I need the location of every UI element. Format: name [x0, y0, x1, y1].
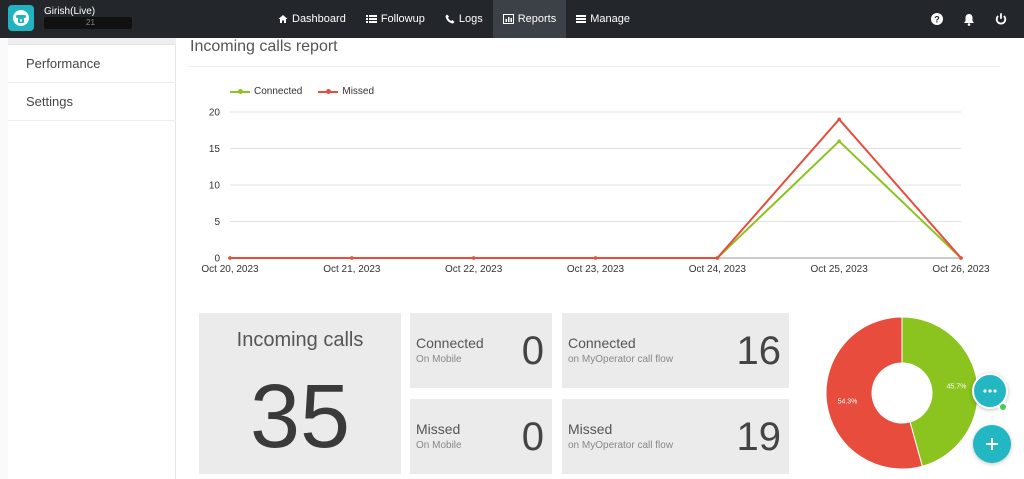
x-tick-label: Oct 23, 2023: [567, 264, 625, 275]
donut-slice-connected[interactable]: [901, 316, 979, 467]
connected-mobile-sub: On Mobile: [416, 354, 462, 365]
data-point-missed: [471, 256, 476, 260]
bell-icon[interactable]: [962, 12, 976, 26]
page-edge: [0, 38, 8, 479]
phone-icon: [445, 14, 455, 24]
nav-dashboard-label: Dashboard: [292, 13, 346, 25]
incoming-calls-card: Incoming calls 35: [199, 313, 401, 474]
account-status-badge: 21: [44, 17, 132, 29]
missed-flow-title: Missed: [568, 421, 613, 437]
main-nav: Dashboard Followup Logs Reports Manage: [268, 0, 640, 38]
y-tick-label: 10: [209, 181, 221, 192]
missed-flow-sub: on MyOperator call flow: [568, 440, 674, 451]
data-point-missed: [228, 256, 232, 260]
missed-mobile-card: Missed On Mobile 0: [410, 399, 552, 474]
incoming-calls-line-chart: 0 5 10 15 20 Oct 20, 2023 Oct 21, 2023 Oct 22, …: [201, 108, 990, 276]
page-title: Incoming calls report: [190, 38, 338, 55]
nav-followup[interactable]: Followup: [356, 0, 435, 38]
data-point-missed: [959, 256, 963, 260]
svg-text:?: ?: [934, 15, 940, 25]
sidebar-item-label: Performance: [26, 56, 101, 71]
sidebar-item-performance[interactable]: Performance: [8, 45, 176, 83]
series-line-connected: [230, 139, 962, 259]
y-tick-label: 0: [214, 254, 220, 265]
connected-flow-card: Connected on MyOperator call flow 16: [562, 313, 789, 388]
legend-item-connected[interactable]: Connected: [230, 86, 302, 97]
missed-flow-card: Missed on MyOperator call flow 19: [562, 399, 789, 474]
sidebar-item-settings[interactable]: Settings: [8, 83, 176, 121]
x-tick-label: Oct 26, 2023: [932, 264, 990, 275]
incoming-calls-value: 35: [249, 367, 351, 467]
more-dots-icon: [983, 389, 997, 393]
missed-mobile-sub: On Mobile: [416, 440, 462, 451]
x-tick-label: Oct 24, 2023: [689, 264, 747, 275]
connected-mobile-title: Connected: [416, 335, 484, 351]
incoming-calls-label: Incoming calls: [236, 329, 364, 351]
donut-slice-label: 45.7%: [947, 384, 967, 391]
nav-dashboard[interactable]: Dashboard: [268, 0, 356, 38]
missed-mobile-value: 0: [521, 415, 544, 459]
power-icon[interactable]: [994, 12, 1008, 26]
help-icon[interactable]: ?: [930, 12, 944, 26]
app-logo[interactable]: [8, 5, 34, 31]
sidebar: Performance Settings: [8, 38, 176, 479]
connected-flow-sub: on MyOperator call flow: [568, 354, 674, 365]
connected-flow-title: Connected: [568, 335, 636, 351]
nav-reports[interactable]: Reports: [492, 0, 567, 38]
nav-followup-label: Followup: [380, 13, 425, 25]
add-button[interactable]: [973, 425, 1011, 463]
sidebar-item-label: Settings: [26, 94, 73, 109]
menu-icon: [576, 14, 587, 24]
x-tick-label: Oct 25, 2023: [811, 264, 869, 275]
chart-legend: Connected Missed: [230, 86, 374, 97]
nav-logs-label: Logs: [458, 13, 483, 25]
legend-swatch-missed: [318, 89, 339, 94]
y-tick-label: 15: [209, 144, 221, 155]
missed-mobile-title: Missed: [416, 421, 461, 437]
telephone-logo-icon: [13, 10, 29, 26]
donut-slice-label: 54.3%: [838, 398, 858, 405]
donut-slice-missed[interactable]: [825, 316, 923, 470]
nav-manage-label: Manage: [590, 13, 631, 25]
top-right-actions: ?: [930, 0, 1008, 38]
plus-icon: [986, 438, 998, 450]
y-tick-label: 5: [214, 217, 220, 228]
title-divider: [188, 66, 1000, 67]
sidebar-item-partial[interactable]: [8, 38, 176, 45]
list-icon: [365, 14, 377, 24]
x-tick-label: Oct 20, 2023: [201, 264, 259, 275]
x-tick-label: Oct 22, 2023: [445, 264, 503, 275]
nav-reports-label: Reports: [517, 13, 557, 25]
data-point-missed: [715, 256, 720, 260]
account-name[interactable]: Girish(Live): [44, 6, 96, 17]
home-icon: [278, 14, 288, 24]
data-point-missed: [350, 256, 354, 260]
data-point-missed: [593, 256, 598, 260]
data-point-missed: [837, 117, 841, 122]
data-point-connected: [837, 139, 841, 143]
legend-label-connected: Connected: [254, 86, 303, 97]
chat-button[interactable]: [972, 373, 1008, 409]
legend-item-missed[interactable]: Missed: [318, 86, 374, 97]
connected-flow-value: 16: [736, 329, 782, 373]
connected-mobile-card: Connected On Mobile 0: [410, 313, 552, 388]
connected-mobile-value: 0: [521, 329, 544, 373]
y-tick-label: 20: [209, 108, 221, 119]
nav-manage[interactable]: Manage: [566, 0, 640, 38]
nav-logs[interactable]: Logs: [435, 0, 493, 38]
x-tick-label: Oct 21, 2023: [323, 264, 381, 275]
series-line-missed: [230, 117, 962, 259]
legend-label-missed: Missed: [342, 86, 375, 97]
online-status-dot: [998, 402, 1008, 412]
bar-chart-icon: [502, 14, 514, 24]
legend-swatch-connected: [230, 89, 250, 94]
top-navbar: Girish(Live) 21 Dashboard Followup Logs …: [0, 0, 1024, 38]
connected-missed-donut-chart: 45.7% 54.3%: [825, 316, 979, 470]
missed-flow-value: 19: [736, 415, 782, 459]
